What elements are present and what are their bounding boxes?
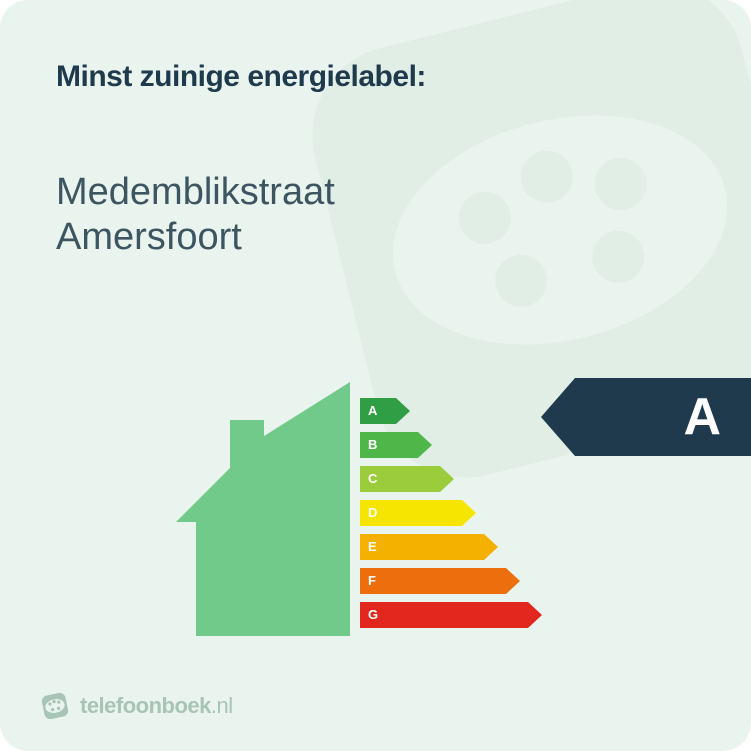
energy-bar-label: E bbox=[368, 534, 377, 560]
energy-bar-label: G bbox=[368, 602, 378, 628]
brand-logo-icon bbox=[40, 691, 70, 721]
energy-label-card: Minst zuinige energielabel: Medemblikstr… bbox=[0, 0, 751, 751]
energy-bar-shape bbox=[360, 534, 498, 560]
energy-bar-label: A bbox=[368, 398, 377, 424]
brand-name-bold: telefoonboek bbox=[80, 693, 211, 718]
energy-bar-label: B bbox=[368, 432, 377, 458]
location-block: Medemblikstraat Amersfoort bbox=[56, 170, 335, 260]
rating-value: A bbox=[683, 378, 721, 456]
rating-indicator: A bbox=[541, 378, 751, 456]
brand-name-tld: .nl bbox=[211, 693, 233, 718]
energy-bar-shape bbox=[360, 500, 476, 526]
energy-bar-label: F bbox=[368, 568, 376, 594]
energy-bar-shape bbox=[360, 568, 520, 594]
location-line-1: Medemblikstraat bbox=[56, 170, 335, 215]
energy-bar-shape bbox=[360, 602, 542, 628]
energy-chart: ABCDEFG bbox=[170, 380, 550, 640]
card-title: Minst zuinige energielabel: bbox=[56, 60, 426, 94]
location-line-2: Amersfoort bbox=[56, 215, 335, 260]
energy-bar-label: C bbox=[368, 466, 377, 492]
footer: telefoonboek.nl bbox=[40, 691, 233, 721]
house-icon bbox=[170, 380, 350, 640]
brand-name: telefoonboek.nl bbox=[80, 693, 233, 719]
energy-bar-label: D bbox=[368, 500, 377, 526]
